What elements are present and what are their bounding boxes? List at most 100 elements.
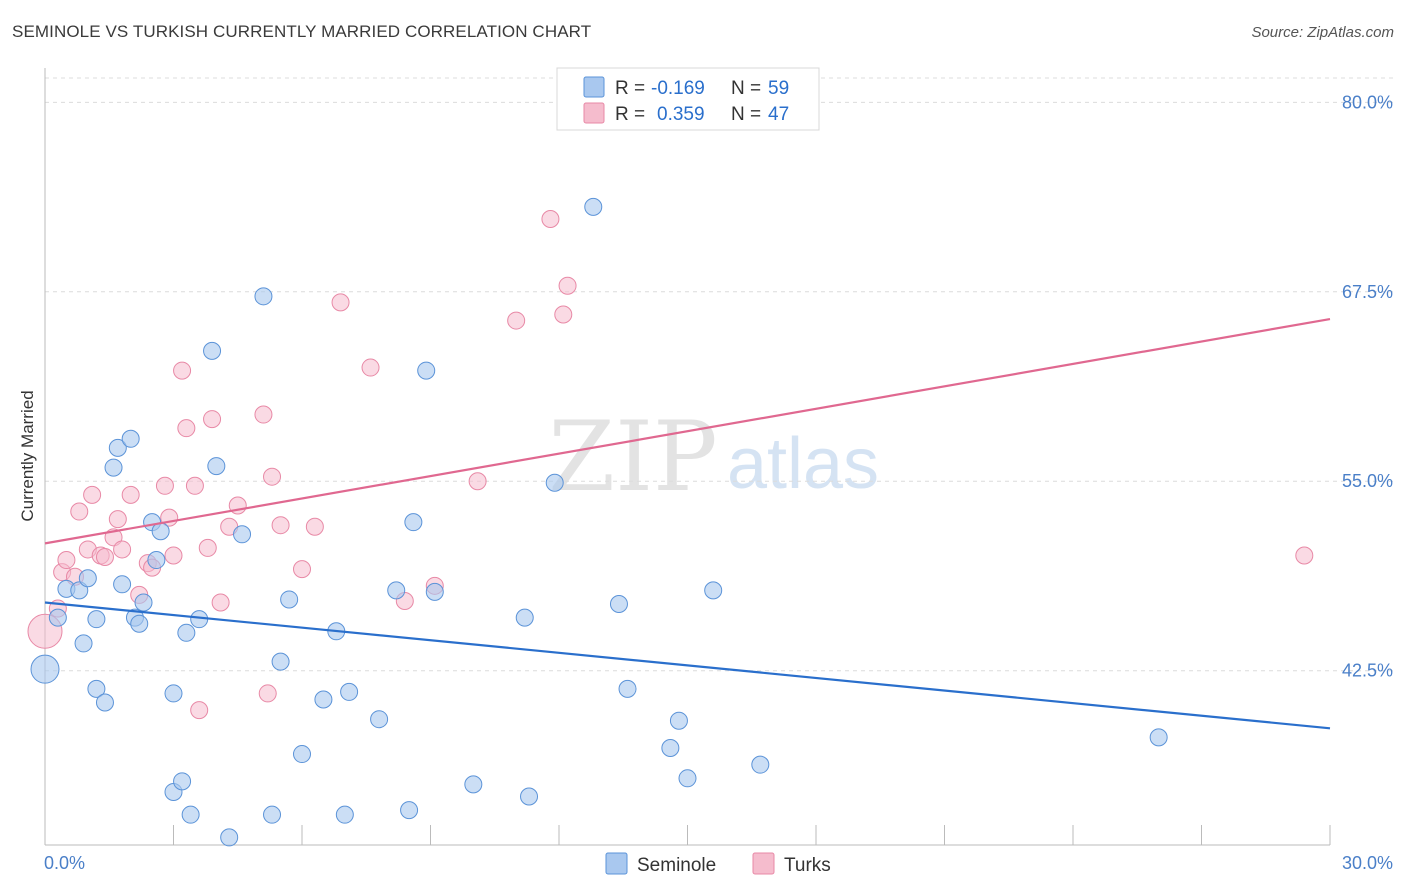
turks-point	[155, 476, 174, 495]
chart-title: SEMINOLE VS TURKISH CURRENTLY MARRIED CO…	[12, 22, 592, 41]
watermark-zip: ZIP	[548, 401, 717, 513]
seminole-point	[515, 608, 534, 627]
turks-point	[361, 358, 380, 377]
seminole-point	[177, 623, 196, 642]
turks-point	[558, 276, 577, 295]
y-tick-labels: 80.0% 67.5% 55.0% 42.5%	[1342, 92, 1393, 680]
seminole-point	[108, 438, 127, 457]
x-tick-label: 0.0%	[44, 853, 85, 873]
seminole-point	[464, 775, 483, 794]
seminole-point	[220, 828, 239, 847]
seminole-point	[370, 710, 389, 729]
seminole-point	[87, 679, 106, 698]
seminole-point	[293, 745, 311, 764]
turks-point	[121, 485, 140, 504]
seminole-point	[1149, 728, 1168, 747]
turks-point	[258, 684, 277, 703]
seminole-point	[95, 693, 114, 712]
seminole-point	[678, 769, 697, 788]
legend-r-label-seminole: R =	[615, 78, 645, 99]
seminole-point	[335, 805, 354, 824]
turks-point	[507, 311, 526, 330]
turks-point	[554, 305, 573, 324]
seminole-point	[113, 575, 132, 594]
seminole-point	[233, 525, 252, 544]
turks-point	[203, 410, 222, 429]
turks-point	[164, 546, 183, 565]
seminole-point	[400, 801, 419, 820]
watermark-atlas: atlas	[727, 424, 879, 504]
seminole-point	[164, 684, 183, 703]
x-tick-label: 30.0%	[1342, 853, 1393, 873]
turks-point	[185, 476, 204, 495]
turks-series	[27, 210, 1314, 720]
seminole-point	[104, 458, 123, 477]
legend-n-value-turks: 47	[768, 104, 789, 125]
seminole-point	[704, 581, 723, 600]
seminole-point	[30, 654, 60, 684]
legend-n-label-seminole: N =	[731, 78, 761, 99]
turks-point	[190, 701, 209, 720]
seminole-point	[669, 711, 688, 730]
legend-n-label-turks: N =	[731, 104, 761, 125]
seminole-point	[751, 755, 770, 774]
turks-point	[541, 210, 560, 229]
turks-point	[70, 502, 89, 521]
y-tick-label: 42.5%	[1342, 661, 1393, 681]
turks-point	[95, 548, 114, 567]
turks-point	[331, 293, 350, 312]
seminole-point	[254, 287, 273, 306]
seminole-point	[545, 473, 564, 492]
turks-point	[263, 467, 282, 486]
seminole-point	[417, 361, 436, 380]
y-tick-label: 80.0%	[1342, 92, 1393, 112]
watermark: ZIP atlas	[548, 401, 879, 513]
seminole-point	[74, 634, 93, 653]
turks-point	[1295, 546, 1314, 565]
seminole-point	[173, 772, 192, 791]
seminole-point	[181, 805, 200, 824]
turks-point	[108, 510, 127, 529]
turks-point	[113, 540, 132, 559]
seminole-point	[263, 805, 282, 824]
turks-point	[57, 551, 76, 570]
series-legend: Seminole Turks	[605, 852, 831, 876]
turks-point	[293, 560, 311, 579]
turks-point	[468, 472, 487, 491]
seminole-point	[48, 608, 67, 627]
turks-point	[173, 361, 192, 380]
bottom-legend-swatch-seminole	[605, 852, 628, 875]
turks-point	[177, 419, 196, 438]
seminole-series	[30, 197, 1168, 847]
legend-n-value-seminole: 59	[768, 78, 789, 99]
seminole-point	[314, 690, 333, 709]
axis-layer	[44, 68, 1331, 846]
turks-point	[198, 538, 217, 557]
seminole-point	[271, 652, 290, 671]
legend-swatch-seminole	[583, 76, 605, 98]
chart-source: Source: ZipAtlas.com	[1251, 24, 1394, 41]
seminole-point	[130, 614, 149, 633]
seminole-point	[207, 457, 226, 476]
bottom-legend-label-seminole: Seminole	[637, 855, 716, 876]
y-axis-title: Currently Married	[18, 390, 37, 521]
correlation-legend: R = -0.169 N = 59 R = 0.359 N = 47	[556, 67, 820, 131]
bottom-legend-label-turks: Turks	[784, 855, 831, 876]
seminole-point	[147, 551, 166, 570]
seminole-trend-line	[44, 601, 1331, 730]
legend-r-value-turks: 0.359	[657, 104, 705, 125]
legend-r-label-turks: R =	[615, 104, 645, 125]
turks-point	[254, 405, 273, 424]
turks-point	[83, 485, 102, 504]
seminole-point	[520, 787, 539, 806]
trend-lines	[44, 317, 1331, 730]
turks-trend-line	[44, 317, 1331, 545]
seminole-point	[121, 429, 140, 448]
seminole-point	[340, 682, 359, 701]
seminole-point	[425, 582, 444, 601]
legend-r-value-seminole: -0.169	[651, 78, 705, 99]
turks-point	[211, 593, 230, 612]
y-tick-label: 55.0%	[1342, 471, 1393, 491]
turks-point	[271, 516, 290, 535]
